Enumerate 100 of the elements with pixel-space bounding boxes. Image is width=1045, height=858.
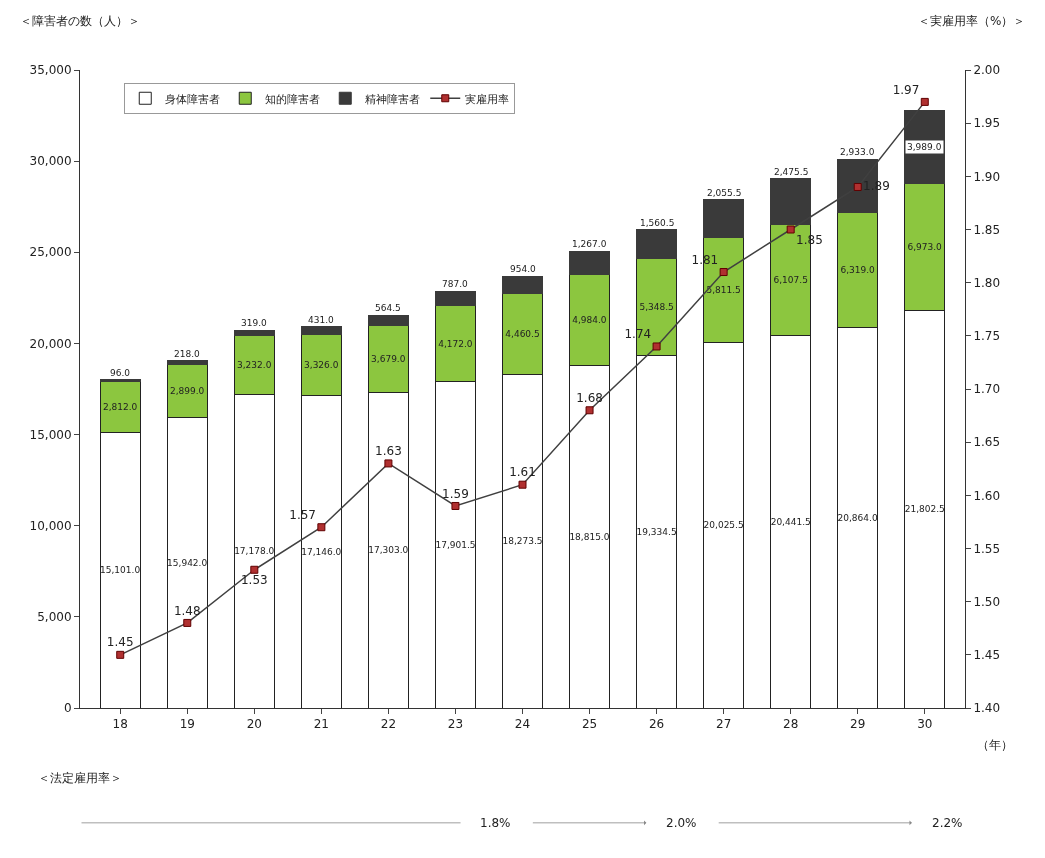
y-tick-label: 15,000: [29, 427, 72, 442]
data-label: 3,679.0: [371, 354, 406, 365]
data-label: 6,319.0: [840, 265, 876, 276]
data-label: 431.0: [308, 315, 335, 325]
y-tick-label: 25,000: [29, 245, 72, 260]
data-label: 1,267.0: [572, 239, 607, 249]
y-tick-label: 10,000: [29, 518, 72, 533]
bar: [770, 178, 812, 225]
data-label: 21,802.5: [904, 504, 945, 515]
data-label: 1.97: [892, 82, 920, 97]
x-tick-label: 19: [179, 717, 195, 732]
y-tick-label: 35,000: [29, 63, 72, 78]
text: 2.2%: [932, 816, 963, 830]
data-label: 17,901.5: [435, 539, 476, 550]
data-label: 17,146.0: [301, 546, 342, 557]
y2-tick-label: 1.70: [973, 382, 1001, 397]
x-tick-label: 28: [783, 717, 799, 732]
bar: [233, 329, 275, 337]
data-label: 18,273.5: [502, 536, 543, 547]
text: 2.0%: [666, 816, 697, 830]
data-label: 6,107.5: [773, 274, 808, 285]
data-label: 1.68: [576, 390, 603, 405]
data-label: 20,025.5: [703, 520, 744, 531]
x-tick-label: 23: [447, 717, 464, 732]
data-label: 17,303.0: [368, 545, 409, 556]
x-tick-label: 18: [112, 717, 128, 732]
y2-tick-label: 1.80: [973, 275, 1001, 290]
y2-tick-label: 1.65: [973, 435, 1001, 450]
y2-tick-label: 1.90: [973, 169, 1001, 184]
bar: [434, 290, 477, 307]
data-label: 19,334.5: [636, 526, 677, 537]
data-label: 15,101.0: [100, 565, 141, 576]
data-label: 787.0: [442, 279, 469, 289]
x-tick-label: 20: [246, 717, 262, 732]
data-label: 4,460.5: [505, 329, 540, 340]
y2-tick-label: 1.45: [973, 648, 1001, 663]
data-label: 1.61: [509, 465, 536, 480]
data-label: 319.0: [241, 318, 268, 328]
y2-tick-label: 1.60: [973, 488, 1001, 503]
data-label: 1,560.5: [640, 218, 675, 228]
y-tick-label: 0: [63, 701, 72, 716]
x-tick-label: 30: [917, 717, 933, 732]
legend-label: 身体障害者: [165, 92, 221, 106]
data-label: 15,942.0: [167, 557, 208, 568]
data-label: 96.0: [110, 368, 131, 378]
data-label: 20,864.0: [837, 512, 878, 523]
y-tick-label: 30,000: [29, 154, 72, 169]
x-tick-label: 22: [380, 717, 397, 732]
data-label: 2,812.0: [102, 402, 138, 413]
data-label: 17,178.0: [234, 546, 275, 557]
x-tick-label: 26: [648, 717, 665, 732]
data-label: 3,232.0: [237, 360, 272, 371]
y-axis-title: ＜障害者の数（人）＞: [20, 14, 140, 28]
x-axis-title: （年）: [977, 738, 1013, 752]
data-label: 2,055.5: [707, 188, 742, 198]
y2-axis-title: ＜実雇用率（%）＞: [918, 14, 1026, 28]
legend-label: 実雇用率: [465, 92, 510, 106]
bar: [568, 250, 611, 275]
x-tick-label: 25: [581, 717, 598, 732]
x-tick-label: 27: [716, 717, 732, 732]
bar: [703, 199, 745, 238]
data-label: 4,172.0: [438, 338, 473, 349]
y2-tick-label: 1.50: [973, 594, 1001, 609]
data-label: 1.45: [106, 635, 134, 650]
data-label: 5,811.5: [706, 284, 741, 295]
bar: [300, 326, 342, 336]
bar: [367, 314, 410, 327]
y2-tick-label: 1.55: [973, 541, 1001, 556]
legend-label: 知的障害者: [265, 92, 321, 106]
y2-tick-label: 1.95: [973, 116, 1001, 131]
y2-tick-label: 2.00: [973, 63, 1001, 78]
data-label: 218.0: [174, 349, 201, 359]
x-tick-label: 29: [850, 717, 866, 732]
y2-tick-label: 1.85: [973, 222, 1001, 237]
data-label: 564.5: [375, 303, 401, 313]
data-label: 3,989.0: [907, 142, 942, 152]
data-label: 20,441.5: [770, 516, 811, 527]
bar: [166, 360, 208, 366]
x-tick-label: 21: [313, 717, 329, 732]
y-tick-label: 20,000: [29, 336, 72, 351]
data-label: 1.63: [375, 444, 402, 459]
y2-tick-label: 1.40: [973, 701, 1001, 716]
bar: [501, 275, 544, 295]
data-label: 5,348.5: [639, 301, 674, 312]
data-label: 6,973.0: [907, 242, 943, 253]
text: ＜法定雇用率＞: [38, 771, 122, 785]
data-label: 4,984.0: [572, 314, 607, 325]
data-label: 2,933.0: [840, 147, 875, 157]
data-label: 1.53: [240, 573, 268, 588]
x-tick-label: 24: [514, 717, 531, 732]
data-label: 18,815.0: [569, 531, 610, 542]
legend-label: 精神障害者: [365, 92, 421, 106]
bar: [635, 229, 678, 259]
text: 1.8%: [480, 816, 511, 830]
data-label: 2,475.5: [774, 167, 809, 177]
data-label: 954.0: [510, 264, 537, 274]
y2-tick-label: 1.75: [973, 329, 1001, 344]
y-tick-label: 5,000: [37, 610, 72, 625]
data-label: 2,899.0: [169, 385, 205, 396]
data-label: 1.48: [173, 603, 201, 618]
